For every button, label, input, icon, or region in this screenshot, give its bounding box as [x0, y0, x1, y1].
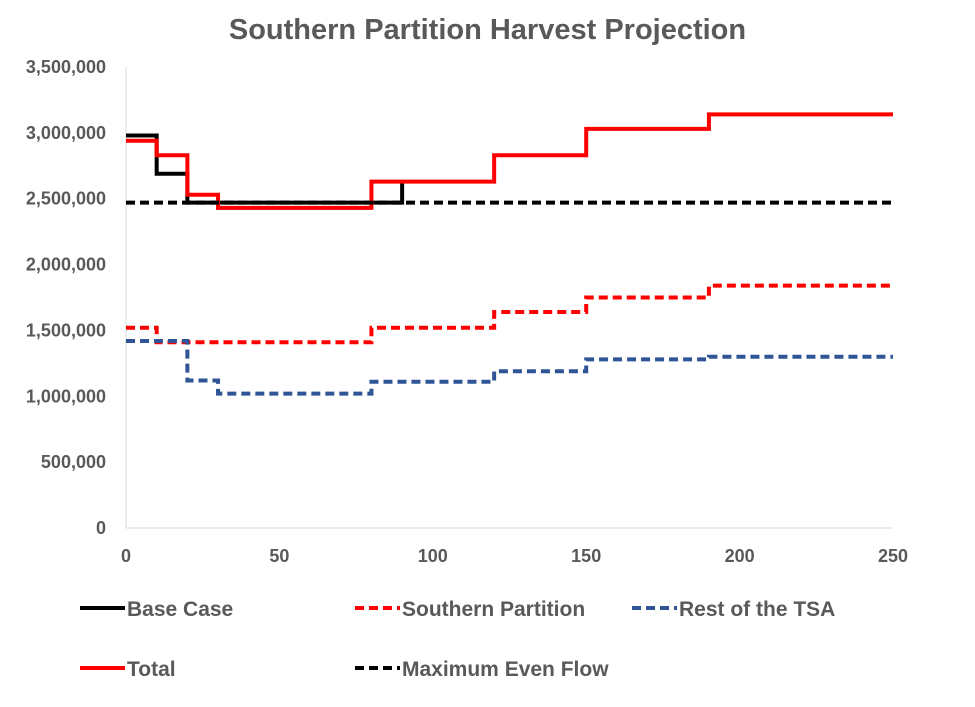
x-tick-label: 100 [418, 546, 448, 566]
series-line-rest-of-the-tsa [126, 338, 893, 396]
legend-label-maximum-even-flow: Maximum Even Flow [402, 658, 609, 681]
x-tick-label: 150 [571, 546, 601, 566]
y-tick-label: 500,000 [41, 452, 106, 472]
y-tick-label: 3,500,000 [26, 57, 106, 77]
y-tick-label: 2,500,000 [26, 189, 106, 209]
legend-label-southern-partition: Southern Partition [402, 598, 585, 621]
x-tick-label: 0 [121, 546, 131, 566]
x-tick-label: 250 [878, 546, 908, 566]
legend-label-total: Total [127, 658, 176, 681]
y-tick-label: 1,500,000 [26, 320, 106, 340]
y-tick-label: 3,000,000 [26, 123, 106, 143]
y-tick-label: 1,000,000 [26, 386, 106, 406]
y-tick-label: 2,000,000 [26, 255, 106, 275]
x-tick-label: 200 [725, 546, 755, 566]
legend-label-rest-of-the-tsa: Rest of the TSA [679, 598, 835, 621]
y-tick-label: 0 [96, 518, 106, 538]
series-line-southern-partition [126, 283, 893, 345]
chart-title: Southern Partition Harvest Projection [228, 14, 747, 46]
series-line-total [126, 112, 893, 210]
series-line-base-case [126, 133, 405, 205]
x-tick-label: 50 [269, 546, 289, 566]
legend-label-base-case: Base Case [127, 598, 233, 621]
